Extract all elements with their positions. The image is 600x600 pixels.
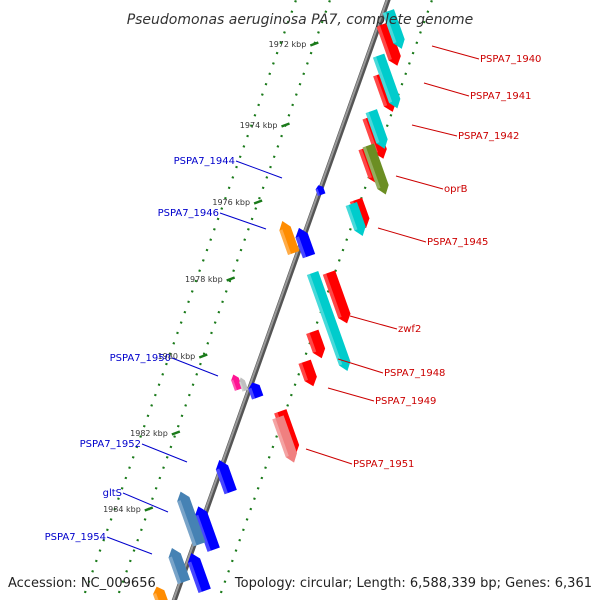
feature-pspa7-1950-neighbor xyxy=(239,377,249,392)
gene-label-pspa7-1950: PSPA7_1950 xyxy=(110,353,171,364)
gene-label-zwf2: zwf2 xyxy=(398,324,421,335)
companion-track-block xyxy=(272,415,298,463)
accession-text: Accession: NC_009656 xyxy=(8,576,156,591)
ruler-tick xyxy=(309,41,319,47)
companion-track-block xyxy=(306,271,351,371)
gene-label-glts: gltS xyxy=(103,488,122,499)
gene-label-oprb-leader xyxy=(395,175,444,190)
gene-label-pspa7-1952-leader xyxy=(141,443,188,463)
gene-label-pspa7-1950-leader xyxy=(171,357,219,377)
feature-pspa7-1954 xyxy=(187,553,211,594)
gene-label-pspa7-1951-leader xyxy=(305,448,353,465)
gene-label-pspa7-1944: PSPA7_1944 xyxy=(174,156,235,167)
gene-label-pspa7-1949: PSPA7_1949 xyxy=(375,396,436,407)
feature-pspa7-1952 xyxy=(215,459,237,495)
feature-pspa7-1946-arrow xyxy=(295,227,316,259)
ruler-tick xyxy=(281,122,290,128)
ruler-tick xyxy=(226,276,236,282)
gene-label-pspa7-1944-leader xyxy=(235,160,283,179)
gene-label-pspa7-1942-leader xyxy=(411,124,458,137)
ruler-tick-label: 1974 kbp xyxy=(240,121,278,130)
gene-label-pspa7-1940: PSPA7_1940 xyxy=(480,54,541,65)
gene-label-pspa7-1951: PSPA7_1951 xyxy=(353,459,414,470)
ruler-tick-label: 1978 kbp xyxy=(185,275,223,284)
ruler-ticks: 1972 kbp 1974 kbp 1976 kbp 1978 kbp 1980 kbp… xyxy=(103,40,319,514)
companion-track-block xyxy=(362,143,389,195)
companion-track-block xyxy=(345,201,366,237)
ruler-tick-label: 1982 kbp xyxy=(130,429,168,438)
gene-label-pspa7-1948: PSPA7_1948 xyxy=(384,368,445,379)
gene-label-pspa7-1954: PSPA7_1954 xyxy=(45,532,106,543)
gene-label-pspa7-1952: PSPA7_1952 xyxy=(80,439,141,450)
map-title: Pseudomonas aeruginosa PA7, complete gen… xyxy=(127,12,474,28)
ruler-tick xyxy=(253,199,263,205)
ruler-tick-label: 1984 kbp xyxy=(103,505,141,514)
ruler-tick xyxy=(144,506,154,512)
gene-label-pspa7-1940-leader xyxy=(431,45,480,60)
feature-pspa7-1944 xyxy=(315,185,326,197)
gene-label-pspa7-1941: PSPA7_1941 xyxy=(470,91,531,102)
ruler-tick xyxy=(198,353,208,359)
gene-label-pspa7-1942: PSPA7_1942 xyxy=(458,131,519,142)
feature-pspa7-1940 xyxy=(376,22,401,66)
feature-pspa7-1949 xyxy=(298,359,317,387)
gene-label-pspa7-1954-leader xyxy=(106,536,153,555)
gene-label-pspa7-1945-leader xyxy=(377,227,427,243)
companion-track-block xyxy=(365,109,388,149)
ruler-tick-label: 1976 kbp xyxy=(212,198,250,207)
feature-pspa7-1954-region xyxy=(168,548,191,585)
companion-track-block xyxy=(382,9,405,49)
feature-zwf2 xyxy=(322,270,351,324)
ruler-tick xyxy=(171,430,181,436)
gene-labels: PSPA7_1940 PSPA7_1941 PSPA7_1942 oprB PSPA7_… xyxy=(45,45,541,555)
gene-label-pspa7-1945: PSPA7_1945 xyxy=(427,237,488,248)
ring-group xyxy=(81,0,434,600)
companion-track-block xyxy=(372,53,401,109)
gene-label-glts-leader xyxy=(122,492,169,513)
gene-label-pspa7-1949-leader xyxy=(327,387,375,402)
gene-label-pspa7-1946: PSPA7_1946 xyxy=(158,208,219,219)
feature-pspa7-1948 xyxy=(306,329,326,359)
backbone-highlight xyxy=(172,0,389,600)
ruler-tick-label: 1972 kbp xyxy=(269,40,307,49)
feature-glts-region xyxy=(177,491,206,547)
feature-pspa7-1950 xyxy=(231,374,243,391)
gene-label-pspa7-1946-leader xyxy=(219,212,267,230)
feature-pspa7-1946 xyxy=(279,220,300,256)
gene-label-pspa7-1941-leader xyxy=(423,82,470,97)
feature-pspa7-1950-arrow xyxy=(248,382,264,400)
feature-bottom-orange xyxy=(153,586,170,600)
gene-label-oprb: oprB xyxy=(444,184,468,195)
gene-features xyxy=(153,9,405,600)
ruler-tick-label: 1980 kbp xyxy=(158,352,196,361)
topology-text: Topology: circular; Length: 6,588,339 bp… xyxy=(234,576,592,591)
gene-label-zwf2-leader xyxy=(349,315,398,330)
gene-label-pspa7-1948-leader xyxy=(337,358,384,374)
